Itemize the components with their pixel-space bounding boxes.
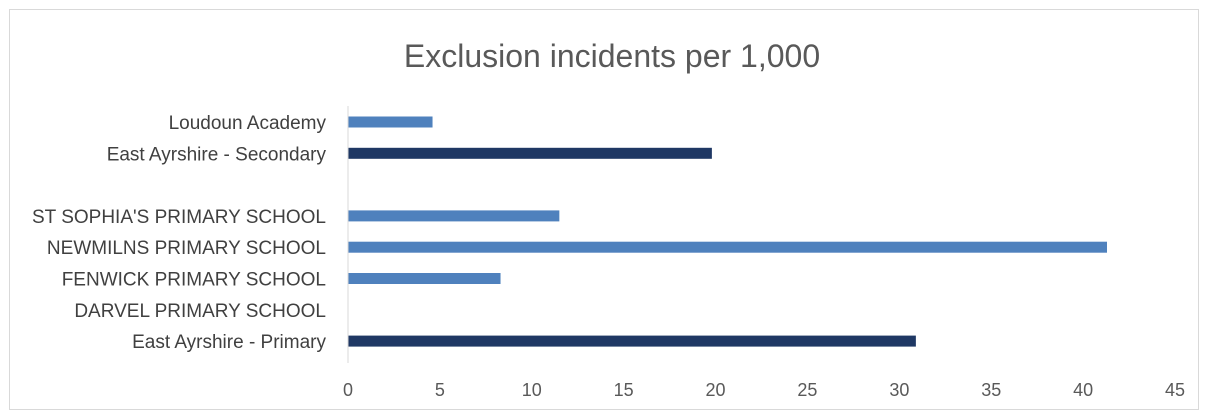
category-label: FENWICK PRIMARY SCHOOL [62,270,326,291]
category-label: ST SOPHIA'S PRIMARY SCHOOL [32,207,326,228]
bar [348,210,560,222]
category-label: Loudoun Academy [169,113,327,134]
x-tick-label: 45 [1165,380,1185,400]
chart-title: Exclusion incidents per 1,000 [404,38,820,74]
category-label: East Ayrshire - Primary [132,332,326,353]
x-tick-labels: 0 5 10 15 20 25 30 35 40 45 [343,380,1185,400]
category-label: NEWMILNS PRIMARY SCHOOL [47,238,326,259]
x-tick-label: 20 [706,380,726,400]
x-tick-label: 10 [522,380,542,400]
x-tick-label: 35 [981,380,1001,400]
category-label: East Ayrshire - Secondary [107,144,327,165]
category-label: DARVEL PRIMARY SCHOOL [74,301,326,322]
bar [348,335,916,347]
x-tick-label: 30 [889,380,909,400]
x-tick-label: 40 [1073,380,1093,400]
x-tick-label: 0 [343,380,353,400]
bar [348,116,433,128]
bar [348,241,1108,253]
bars [348,116,1108,347]
bar [348,147,712,159]
x-tick-label: 5 [435,380,445,400]
bar [348,273,501,284]
x-tick-label: 25 [797,380,817,400]
x-tick-label: 15 [614,380,634,400]
category-labels: Loudoun Academy East Ayrshire - Secondary… [32,113,326,353]
